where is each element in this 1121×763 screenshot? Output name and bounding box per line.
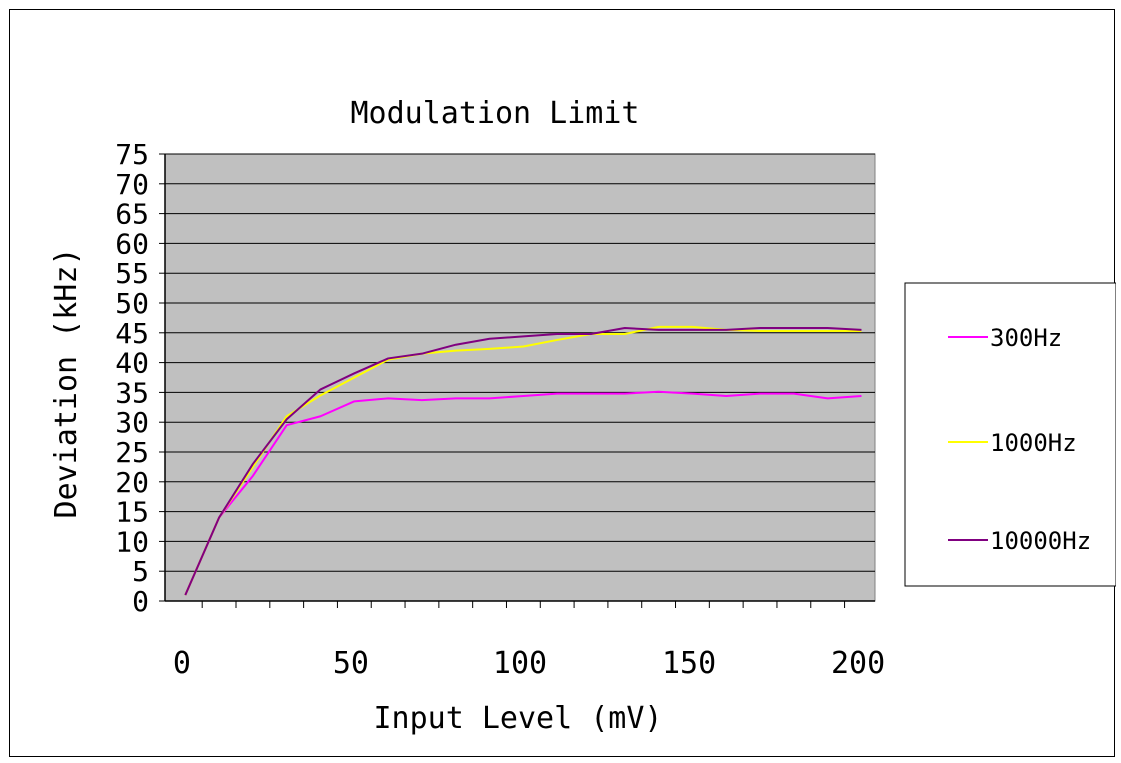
- y-tick-label: 40: [115, 347, 149, 380]
- y-axis-label: Deviation (kHz): [49, 248, 84, 519]
- x-tick-label: 0: [173, 646, 191, 681]
- y-tick-label: 50: [115, 287, 149, 320]
- y-tick-label: 15: [115, 496, 149, 529]
- plot-area: [164, 153, 876, 602]
- x-axis-label: Input Level (mV): [374, 701, 663, 736]
- y-tick-label: 45: [115, 317, 149, 350]
- y-tick-label: 60: [115, 227, 149, 260]
- legend: 300Hz 1000Hz 10000Hz: [904, 282, 1117, 587]
- x-tick-label: 100: [493, 646, 547, 681]
- modulation-limit-chart: Modulation Limit Input Level (mV) Deviat…: [49, 96, 1117, 736]
- y-tick-label: 35: [115, 376, 149, 409]
- legend-label: 10000Hz: [990, 527, 1091, 555]
- series-line-300Hz: [184, 390, 862, 596]
- y-tick-label: 55: [115, 257, 149, 290]
- y-tick-label: 75: [115, 138, 149, 171]
- y-tick-label: 25: [115, 436, 149, 469]
- legend-label: 300Hz: [990, 324, 1062, 352]
- y-tick-label: 5: [132, 555, 149, 588]
- chart-frame: Modulation Limit Input Level (mV) Deviat…: [9, 9, 1117, 757]
- y-tick-label: 10: [115, 525, 149, 558]
- y-tick-label: 20: [115, 466, 149, 499]
- y-tick-label: 70: [115, 168, 149, 201]
- x-tick-label: 200: [831, 646, 885, 681]
- series-line-10000Hz: [184, 327, 862, 596]
- legend-box: [904, 282, 1117, 587]
- y-tick-label: 30: [115, 406, 149, 439]
- x-tick-label: 150: [662, 646, 716, 681]
- x-tick-label: 50: [333, 646, 369, 681]
- y-tick-label: 0: [132, 585, 149, 618]
- legend-label: 1000Hz: [990, 429, 1077, 457]
- chart-title: Modulation Limit: [351, 96, 640, 131]
- y-tick-label: 65: [115, 198, 149, 231]
